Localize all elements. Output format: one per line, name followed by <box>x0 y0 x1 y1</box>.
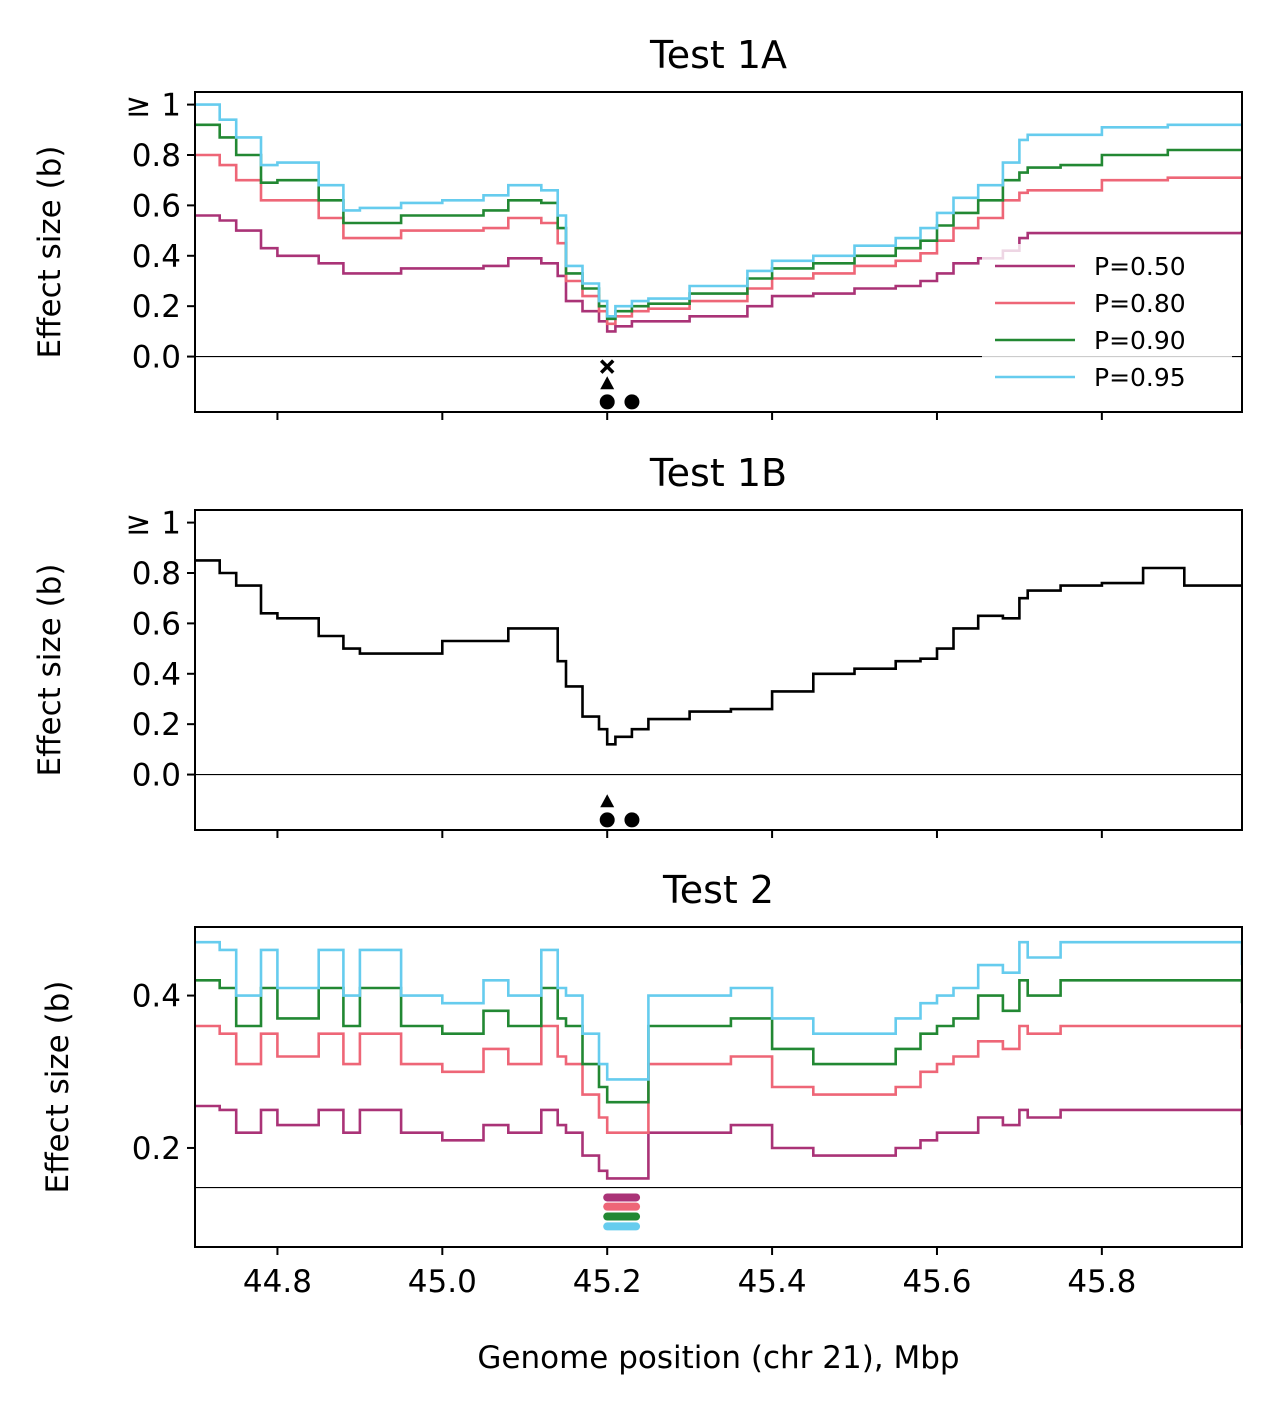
panel-2: Test 1B Effect size (b) 0.0 0.2 0.4 0.6 0.8 ≥ 1 <box>32 451 1243 838</box>
y-tick-label: 0.8 <box>132 138 181 174</box>
y-tick-label: 0.0 <box>132 340 181 376</box>
legend-box <box>982 244 1232 402</box>
y-tick-label: 0.2 <box>132 707 181 743</box>
panel-3: Test 2 Effect size (b) 0.2 0.4 44.8 45.0 45.2 4… <box>40 868 1243 1376</box>
y-tick-label: ≥ 1 <box>125 506 181 542</box>
panel-1: Test 1A Effect size (b) 0.0 0.2 0.4 0.6 0.8 ≥ 1… <box>32 33 1243 420</box>
significance-marker-triangle <box>600 794 615 808</box>
plot-area <box>195 559 1242 776</box>
y-tick-label: 0.4 <box>132 239 181 275</box>
legend-label: P=0.90 <box>1094 326 1186 355</box>
y-axis-label: Effect size (b) <box>32 146 68 359</box>
x-tick-label: 45.2 <box>573 1264 642 1300</box>
significance-marker-circle <box>599 394 615 410</box>
x-axis-label: Genome position (chr 21), Mbp <box>477 1340 959 1376</box>
series-line-main <box>195 559 1242 746</box>
x-tick-label: 45.6 <box>902 1264 971 1300</box>
significance-marker-circle <box>624 394 640 410</box>
series-line-p-0-95 <box>195 103 1242 318</box>
y-tick-label: 0.8 <box>132 556 181 592</box>
axes-frame <box>194 926 1243 1248</box>
chart-title: Test 1A <box>649 33 787 77</box>
significance-marker-triangle <box>600 376 615 390</box>
legend-label: P=0.50 <box>1094 252 1186 281</box>
series-line-p-0-90 <box>195 123 1242 321</box>
y-tick-label: 0.6 <box>132 188 181 224</box>
y-tick-label: 0.4 <box>132 979 181 1015</box>
chart-title: Test 1B <box>649 451 787 495</box>
x-tick-label: 44.8 <box>243 1264 312 1300</box>
x-tick-label: 45.8 <box>1067 1264 1136 1300</box>
y-tick-label: 0.0 <box>132 758 181 794</box>
legend: P=0.50 P=0.80 P=0.90 P=0.95 <box>982 244 1232 402</box>
series-line-p-0-80 <box>195 1024 1242 1134</box>
axes-frame <box>194 509 1243 831</box>
series-line-p-0-90 <box>195 979 1242 1104</box>
y-axis-label: Effect size (b) <box>40 981 76 1194</box>
x-tick-label: 45.4 <box>738 1264 807 1300</box>
y-tick-label: 0.6 <box>132 606 181 642</box>
y-tick-label: 0.2 <box>132 1131 181 1167</box>
y-tick-label: ≥ 1 <box>125 88 181 124</box>
y-axis-label: Effect size (b) <box>32 564 68 777</box>
plot-area <box>195 940 1242 1189</box>
significance-marker-x <box>599 359 615 374</box>
legend-label: P=0.80 <box>1094 289 1186 318</box>
significance-marker-circle <box>599 812 615 828</box>
x-tick-label: 45.0 <box>408 1264 477 1300</box>
legend-label: P=0.95 <box>1094 363 1186 392</box>
y-tick-label: 0.2 <box>132 289 181 325</box>
series-line-p-0-50 <box>195 1104 1242 1180</box>
axes-frame <box>194 91 1243 413</box>
y-tick-label: 0.4 <box>132 657 181 693</box>
series-line-p-0-95 <box>195 940 1242 1081</box>
chart-title: Test 2 <box>662 868 774 912</box>
significance-marker-circle <box>624 812 640 828</box>
